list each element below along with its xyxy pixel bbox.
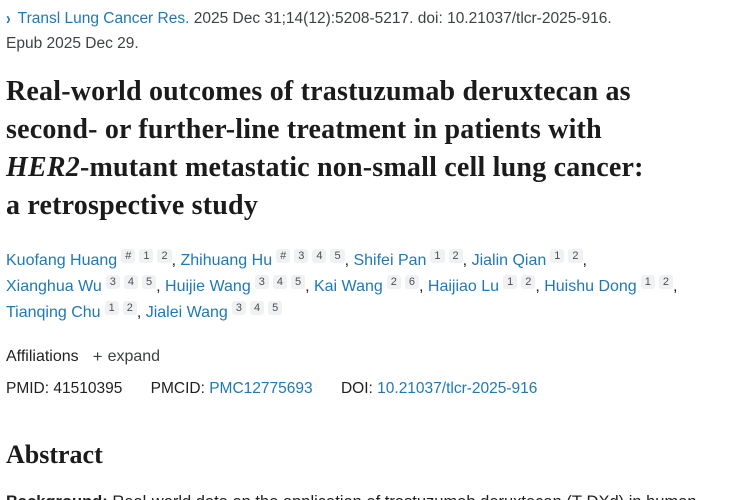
chevron-right-icon[interactable]: › (6, 7, 11, 28)
author-item: Jialei Wang 3 4 5 (145, 301, 283, 321)
author-superscript-badge: 3 (231, 301, 246, 315)
citation-details: 2025 Dec 31;14(12):5208-5217. doi: 10.21… (193, 10, 612, 27)
author-superscript-badge: 2 (448, 249, 463, 263)
pmcid-link[interactable]: PMC12775693 (209, 380, 313, 397)
author-item: Kai Wang 2 6 (313, 275, 420, 295)
author-item: Shifei Pan 1 2 (353, 249, 463, 269)
article-title: Real-world outcomes of trastuzumab derux… (6, 73, 744, 225)
abstract-background-paragraph: Background: Real-world data on the appli… (6, 489, 738, 500)
author-superscript-badge: 2 (658, 275, 673, 289)
citation-epub: Epub 2025 Dec 29. (6, 35, 139, 52)
author-superscript-badge: 1 (640, 275, 655, 289)
journal-link[interactable]: Transl Lung Cancer Res. (17, 10, 190, 27)
author-superscript-badge: 3 (254, 275, 269, 289)
expand-affiliations-button[interactable]: + expand (93, 347, 160, 367)
abstract-heading: Abstract (6, 440, 103, 469)
author-separator: , (171, 252, 181, 269)
expand-label: expand (107, 348, 161, 365)
author-superscript-badge: 5 (268, 301, 283, 315)
author-link[interactable]: Huishu Dong (544, 278, 637, 295)
author-superscript-badge: 5 (330, 249, 345, 263)
author-list: Kuofang Huang #1 2, Zhihuang Hu #3 4 5, Shife… (6, 248, 724, 326)
author-superscript-badge: 1 (104, 301, 119, 315)
title-line: a retrospective study (6, 190, 259, 221)
author-superscript-badge: 2 (521, 275, 536, 289)
author-superscript-badge: # (276, 249, 291, 263)
author-link[interactable]: Kai Wang (313, 278, 383, 295)
author-separator: , (582, 252, 587, 269)
affiliations-label: Affiliations (6, 348, 79, 365)
title-line: HER2-mutant metastatic non-small cell lu… (6, 149, 744, 187)
background-text-1: Real-world data on the application of tr… (6, 493, 696, 500)
author-link[interactable]: Tianqing Chu (6, 304, 101, 321)
author-superscript-badge: 5 (290, 275, 306, 289)
author-link[interactable]: Jialin Qian (471, 252, 547, 269)
author-superscript-badge: 5 (142, 275, 157, 289)
author-link[interactable]: Huijie Wang (165, 278, 251, 295)
identifiers-row: PMID: 41510395 PMCID: PMC12775693 DOI: 1… (6, 380, 744, 398)
author-link[interactable]: Jialei Wang (145, 304, 228, 321)
author-superscript-badge: 4 (312, 249, 327, 263)
pmid-value: 41510395 (53, 380, 123, 397)
author-item: Zhihuang Hu #3 4 5 (180, 249, 345, 269)
author-separator: , (344, 252, 354, 269)
background-label: Background: (6, 493, 108, 500)
author-superscript-badge: # (121, 249, 136, 263)
author-separator: , (136, 304, 146, 321)
author-separator: , (535, 278, 545, 295)
author-superscript-badge: 4 (272, 275, 287, 289)
author-separator: , (156, 278, 166, 295)
author-separator: , (672, 278, 678, 295)
author-superscript-badge: 2 (386, 275, 401, 289)
author-superscript-badge: 3 (105, 275, 120, 289)
author-item: Jialin Qian 1 2 (471, 249, 583, 269)
author-superscript-badge: 3 (294, 249, 309, 263)
author-superscript-badge: 1 (139, 249, 154, 263)
affiliations-row: Affiliations + expand (6, 347, 744, 367)
plus-icon: + (92, 347, 103, 366)
author-superscript-badge: 4 (123, 275, 139, 289)
doi-link[interactable]: 10.21037/tlcr-2025-916 (377, 380, 538, 397)
author-link[interactable]: Kuofang Huang (6, 252, 118, 269)
pmid-label: PMID: (6, 380, 50, 397)
author-separator: , (462, 252, 472, 269)
author-link[interactable]: Xianghua Wu (6, 278, 102, 295)
pmcid-label: PMCID: (150, 380, 205, 397)
pmcid-group: PMCID: PMC12775693 (151, 380, 313, 397)
doi-group: DOI: 10.21037/tlcr-2025-916 (341, 380, 537, 397)
title-line-rest: -mutant metastatic non-small cell lung c… (79, 152, 644, 183)
author-item: Xianghua Wu 3 4 5 (6, 275, 157, 295)
author-superscript-badge: 4 (249, 301, 265, 315)
author-item: Huijie Wang 3 4 5 (165, 275, 306, 295)
author-item: Tianqing Chu 1 2 (6, 301, 137, 321)
author-separator: , (419, 278, 428, 295)
author-superscript-badge: 1 (430, 249, 445, 263)
author-item: Kuofang Huang #1 2 (6, 249, 172, 269)
author-superscript-badge: 2 (122, 301, 137, 315)
author-superscript-badge: 1 (550, 249, 565, 263)
author-separator: , (305, 278, 314, 295)
author-item: Haijiao Lu 1 2 (427, 275, 536, 295)
author-link[interactable]: Shifei Pan (353, 252, 427, 269)
author-link[interactable]: Haijiao Lu (427, 278, 500, 295)
author-link[interactable]: Zhihuang Hu (180, 252, 273, 269)
title-line: Real-world outcomes of trastuzumab derux… (6, 76, 631, 107)
doi-label: DOI: (340, 380, 373, 397)
title-line: second- or further-line treatment in pat… (6, 114, 602, 145)
title-gene-italic: HER2 (6, 152, 80, 183)
author-superscript-badge: 2 (568, 249, 583, 263)
journal-citation: › Transl Lung Cancer Res. 2025 Dec 31;14(… (6, 6, 744, 56)
author-item: Huishu Dong 1 2 (544, 275, 673, 295)
author-superscript-badge: 6 (404, 275, 420, 289)
author-superscript-badge: 2 (157, 249, 172, 263)
pmid-group: PMID: 41510395 (6, 380, 122, 397)
author-superscript-badge: 1 (503, 275, 518, 289)
